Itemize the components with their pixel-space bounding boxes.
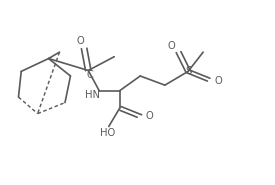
Text: O: O [167, 41, 175, 51]
Text: HN: HN [85, 90, 100, 100]
Text: C: C [86, 70, 93, 80]
Text: S: S [186, 66, 192, 76]
Text: O: O [214, 75, 222, 86]
Text: HO: HO [100, 128, 115, 138]
Text: O: O [77, 36, 85, 46]
Text: O: O [145, 111, 153, 121]
